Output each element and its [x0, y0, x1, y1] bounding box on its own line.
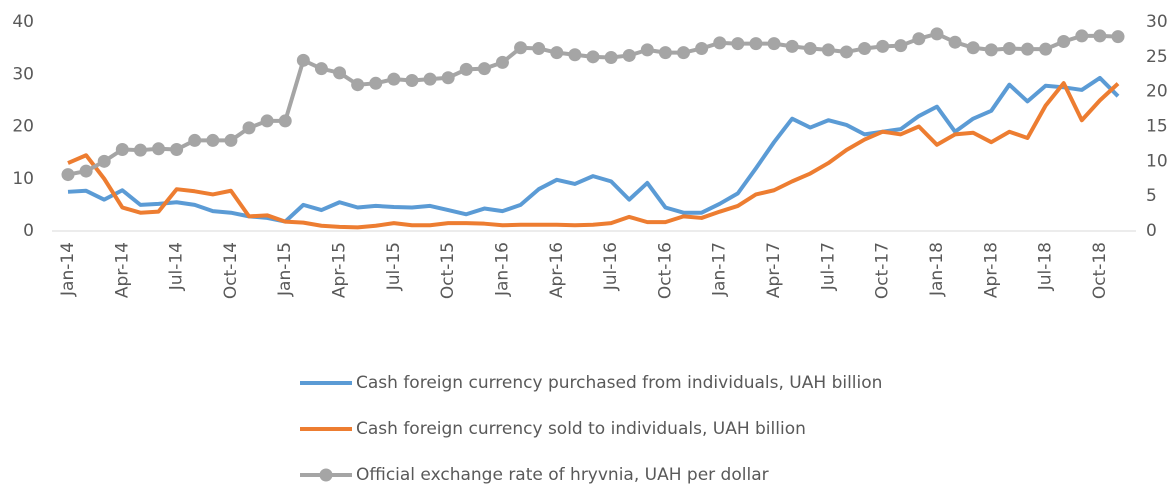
x-tick-label: Oct-14 — [221, 242, 241, 299]
x-tick-label: Jan-18 — [927, 242, 947, 297]
series-marker — [713, 36, 727, 50]
y-tick-label: 0 — [23, 221, 34, 241]
x-tick-label: Jul-18 — [1036, 242, 1056, 291]
series-marker — [1039, 42, 1053, 56]
x-tick-label: Apr-14 — [112, 242, 132, 298]
series-marker — [966, 41, 980, 55]
y-tick-label: 20 — [12, 117, 34, 137]
series-marker — [133, 143, 147, 157]
series-marker — [423, 72, 437, 86]
series-marker — [1002, 41, 1016, 55]
y2-tick-label: 25 — [1146, 47, 1168, 67]
series-marker — [333, 66, 347, 80]
legend-label: Cash foreign currency sold to individual… — [356, 419, 806, 439]
x-tick-label: Apr-18 — [981, 242, 1001, 298]
legend-label: Official exchange rate of hryvnia, UAH p… — [356, 465, 769, 485]
series-marker — [622, 48, 636, 62]
x-tick-label: Jan-16 — [492, 242, 512, 297]
x-tick-label: Oct-15 — [438, 242, 458, 299]
series-marker — [695, 41, 709, 55]
series-marker — [97, 154, 111, 168]
x-tick-label: Apr-17 — [764, 242, 784, 298]
legend-marker — [319, 468, 333, 482]
y2-tick-label: 15 — [1146, 117, 1168, 137]
series-marker — [1075, 29, 1089, 43]
series-marker — [459, 62, 473, 76]
y2-tick-label: 30 — [1146, 12, 1168, 32]
series-marker — [152, 142, 166, 156]
x-tick-label: Jul-17 — [818, 242, 838, 291]
series-marker — [930, 27, 944, 41]
y2-tick-label: 0 — [1146, 221, 1157, 241]
series-marker — [1111, 30, 1125, 44]
series-marker — [296, 53, 310, 67]
series-marker — [61, 168, 75, 182]
x-tick-label: Oct-16 — [655, 242, 675, 299]
series-marker — [604, 51, 618, 65]
series-marker — [278, 114, 292, 128]
series-marker — [731, 37, 745, 51]
x-tick-label: Jan-17 — [710, 242, 730, 297]
series-marker — [767, 37, 781, 51]
series-marker — [242, 121, 256, 135]
series-marker — [568, 48, 582, 62]
y-tick-label: 10 — [12, 169, 34, 189]
series-marker — [405, 74, 419, 88]
series-marker — [314, 62, 328, 76]
series-marker — [803, 41, 817, 55]
y-tick-label: 30 — [12, 64, 34, 84]
x-tick-label: Jul-15 — [384, 242, 404, 291]
series-marker — [441, 71, 455, 85]
series-marker — [369, 76, 383, 90]
series-marker — [640, 43, 654, 57]
series-marker — [912, 32, 926, 46]
y2-tick-label: 10 — [1146, 151, 1168, 171]
x-tick-label: Jan-14 — [58, 242, 78, 297]
x-tick-label: Apr-15 — [330, 242, 350, 298]
x-tick-label: Oct-18 — [1090, 242, 1110, 299]
x-tick-label: Oct-17 — [873, 242, 893, 299]
y2-tick-label: 5 — [1146, 186, 1157, 206]
series-marker — [550, 46, 564, 60]
series-marker — [79, 164, 93, 178]
series-marker — [586, 50, 600, 64]
series-line — [67, 81, 1120, 230]
x-tick-label: Jan-15 — [275, 242, 295, 297]
series-marker — [1057, 35, 1071, 49]
series-marker — [677, 46, 691, 60]
series-marker — [858, 41, 872, 55]
x-tick-label: Jul-16 — [601, 242, 621, 291]
series-marker — [1093, 29, 1107, 43]
y-tick-label: 40 — [12, 12, 34, 32]
series-marker — [206, 133, 220, 147]
series-marker — [658, 46, 672, 60]
series-marker — [387, 72, 401, 86]
series-marker — [115, 142, 129, 156]
series-marker — [477, 62, 491, 76]
y2-tick-label: 20 — [1146, 82, 1168, 102]
series-marker — [260, 114, 274, 128]
series-marker — [1020, 42, 1034, 56]
series-marker — [839, 45, 853, 59]
series-marker — [984, 43, 998, 57]
series-line — [67, 75, 1120, 224]
series-marker — [224, 133, 238, 147]
x-tick-label: Jul-14 — [167, 242, 187, 291]
series-marker — [785, 39, 799, 53]
series-marker — [876, 39, 890, 53]
series-marker — [948, 35, 962, 49]
legend-label: Cash foreign currency purchased from ind… — [356, 373, 882, 393]
series-marker — [351, 78, 365, 92]
series-marker — [532, 41, 546, 55]
series-marker — [495, 55, 509, 69]
series-marker — [188, 133, 202, 147]
series-marker — [170, 142, 184, 156]
x-tick-label: Apr-16 — [547, 242, 567, 298]
series-marker — [894, 39, 908, 53]
series-marker — [514, 41, 528, 55]
series-marker — [749, 37, 763, 51]
series-marker — [821, 43, 835, 57]
